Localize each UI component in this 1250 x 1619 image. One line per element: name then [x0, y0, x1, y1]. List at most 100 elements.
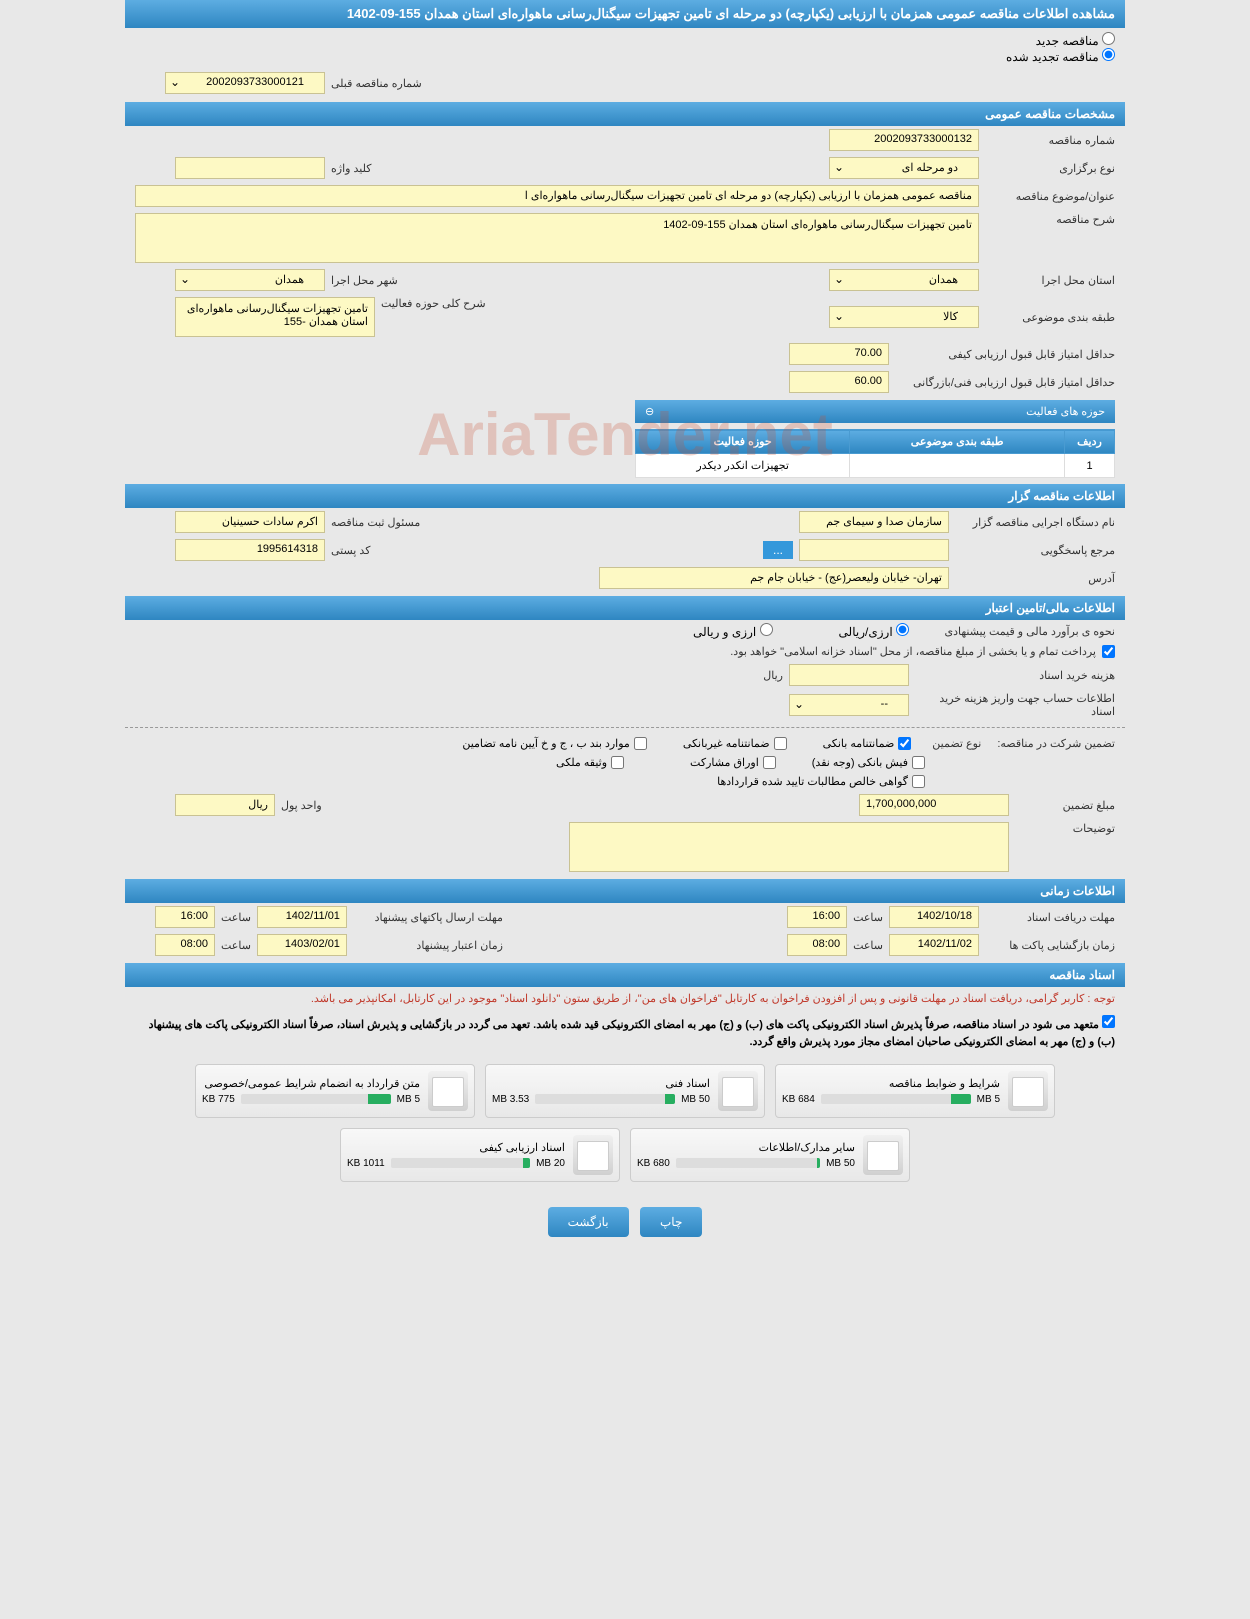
doc-card[interactable]: شرایط و ضوابط مناقصه 5 MB 684 KB [775, 1064, 1055, 1118]
doc-card[interactable]: متن قرارداد به انضمام شرایط عمومی/خصوصی … [195, 1064, 475, 1118]
exec-city-label: شهر محل اجرا [331, 274, 398, 287]
doc-cost-field[interactable] [789, 664, 909, 686]
activity-desc-field: تامین تجهیزات سیگنال‌رسانی ماهواره‌ای اس… [175, 297, 375, 337]
cb-bonds[interactable] [763, 756, 776, 769]
collapse-icon[interactable]: ⊖ [645, 405, 654, 418]
cell-topic [850, 454, 1065, 478]
type-select[interactable]: دو مرحله ای [829, 157, 979, 179]
radio-rial-label: ارزی/ریالی [839, 625, 893, 639]
cb-property-label: وثیقه ملکی [556, 756, 607, 769]
doc-used: 680 KB [637, 1158, 670, 1169]
red-note: توجه : کاربر گرامی، دریافت اسناد در مهلت… [125, 987, 1125, 1013]
doc-used: 1011 KB [347, 1158, 385, 1169]
responder-field[interactable] [799, 539, 949, 561]
currency-unit-label: واحد پول [281, 799, 322, 812]
guarantee-amount-field: 1,700,000,000 [859, 794, 1009, 816]
doc-title: اسناد فنی [492, 1077, 710, 1090]
back-button[interactable]: بازگشت [548, 1207, 629, 1237]
treasury-note: پرداخت تمام و یا بخشی از مبلغ مناقصه، از… [730, 645, 1096, 658]
cb-receivables[interactable] [912, 775, 925, 788]
activity-header: حوزه های فعالیت ⊖ [635, 400, 1115, 423]
exec-org-label: نام دستگاه اجرایی مناقصه گزار [955, 516, 1115, 529]
radio-new-label: مناقصه جدید [1036, 34, 1099, 48]
doc-card[interactable]: اسناد فنی 50 MB 3.53 MB [485, 1064, 765, 1118]
exec-province-select[interactable]: همدان [829, 269, 979, 291]
notes-label: توضیحات [1015, 822, 1115, 835]
commit-checkbox[interactable] [1102, 1015, 1115, 1028]
activity-table: ردیف طبقه بندی موضوعی حوزه فعالیت 1 تجهی… [635, 429, 1115, 478]
envelope-send-date: 1402/11/01 [257, 906, 347, 928]
cb-nonbank[interactable] [774, 737, 787, 750]
currency-unit: ریال [763, 669, 783, 682]
doc-used: 684 KB [782, 1094, 815, 1105]
section-docs: اسناد مناقصه [125, 963, 1125, 987]
cb-regulation[interactable] [634, 737, 647, 750]
folder-icon [1008, 1071, 1048, 1111]
cb-bonds-label: اوراق مشارکت [690, 756, 759, 769]
radio-new-tender[interactable]: مناقصه جدید [1036, 34, 1115, 48]
radio-currency[interactable]: ارزی و ریالی [693, 623, 773, 639]
envelope-send-label: مهلت ارسال پاکتهای پیشنهاد [353, 911, 503, 924]
cb-bank-guarantee[interactable] [898, 737, 911, 750]
min-quality-field: 70.00 [789, 343, 889, 365]
postal-code-label: کد پستی [331, 544, 370, 557]
min-tech-label: حداقل امتیاز قابل قبول ارزیابی فنی/بازرگ… [895, 376, 1115, 389]
doc-cost-label: هزینه خرید اسناد [915, 669, 1115, 682]
divider [125, 727, 1125, 728]
table-row: 1 تجهیزات انکدر دیکدر [636, 454, 1115, 478]
progress-bar [241, 1094, 391, 1104]
address-label: آدرس [955, 572, 1115, 585]
doc-deadline-label: مهلت دریافت اسناد [985, 911, 1115, 924]
cb-receipt[interactable] [912, 756, 925, 769]
postal-code-field: 1995614318 [175, 539, 325, 561]
doc-total: 5 MB [397, 1094, 420, 1105]
doc-card[interactable]: اسناد ارزیابی کیفی 20 MB 1011 KB [340, 1128, 620, 1182]
envelope-open-hour: 08:00 [787, 934, 847, 956]
description-field: تامین تجهیزات سیگنال‌رسانی ماهواره‌ای اس… [135, 213, 979, 263]
doc-title: سایر مدارک/اطلاعات [637, 1141, 855, 1154]
responder-lookup-button[interactable]: ... [763, 541, 793, 559]
validity-label: زمان اعتبار پیشنهاد [353, 939, 503, 952]
topic-class-select[interactable]: کالا [829, 306, 979, 328]
radio-renewed-tender[interactable]: مناقصه تجدید شده [1006, 50, 1115, 64]
print-button[interactable]: چاپ [640, 1207, 702, 1237]
prev-number-select[interactable]: 2002093733000121 [165, 72, 325, 94]
cb-receipt-label: فیش بانکی (وجه نقد) [812, 756, 908, 769]
notes-field[interactable] [569, 822, 1009, 872]
validity-hour: 08:00 [155, 934, 215, 956]
radio-rial[interactable]: ارزی/ریالی [839, 623, 909, 639]
progress-bar [821, 1094, 971, 1104]
folder-icon [573, 1135, 613, 1175]
activity-desc-label: شرح کلی حوزه فعالیت [381, 297, 486, 310]
exec-city-select[interactable]: همدان [175, 269, 325, 291]
treasury-checkbox[interactable] [1102, 645, 1115, 658]
validity-hour-label: ساعت [221, 939, 251, 952]
prev-number-label: شماره مناقصه قبلی [331, 77, 422, 90]
doc-title: اسناد ارزیابی کیفی [347, 1141, 565, 1154]
doc-card[interactable]: سایر مدارک/اطلاعات 50 MB 680 KB [630, 1128, 910, 1182]
guarantee-type-label: نوع تضمین [932, 737, 981, 750]
folder-icon [428, 1071, 468, 1111]
progress-bar [535, 1094, 675, 1104]
doc-total: 5 MB [977, 1094, 1000, 1105]
doc-used: 775 KB [202, 1094, 235, 1105]
folder-icon [863, 1135, 903, 1175]
reg-officer-field: اکرم سادات حسینیان [175, 511, 325, 533]
exec-org-field: سازمان صدا و سیمای جم [799, 511, 949, 533]
cb-receivables-label: گواهی خالص مطالبات تایید شده قراردادها [717, 775, 908, 788]
title-field: مناقصه عمومی همزمان با ارزیابی (یکپارچه)… [135, 185, 979, 207]
activity-header-text: حوزه های فعالیت [1026, 405, 1105, 418]
account-info-select[interactable]: -- [789, 694, 909, 716]
keyword-field[interactable] [175, 157, 325, 179]
black-note-text: متعهد می شود در اسناد مناقصه، صرفاً پذیر… [149, 1019, 1115, 1049]
cb-property[interactable] [611, 756, 624, 769]
tender-number-label: شماره مناقصه [985, 134, 1115, 147]
col-row: ردیف [1065, 430, 1115, 454]
col-topic: طبقه بندی موضوعی [850, 430, 1065, 454]
title-label: عنوان/موضوع مناقصه [985, 190, 1115, 203]
section-general: مشخصات مناقصه عمومی [125, 102, 1125, 126]
envelope-send-hour: 16:00 [155, 906, 215, 928]
address-field: تهران- خیابان ولیعصر(عج) - خیابان جام جم [599, 567, 949, 589]
doc-title: متن قرارداد به انضمام شرایط عمومی/خصوصی [202, 1077, 420, 1090]
cb-bank-label: ضمانتنامه بانکی [823, 737, 895, 750]
